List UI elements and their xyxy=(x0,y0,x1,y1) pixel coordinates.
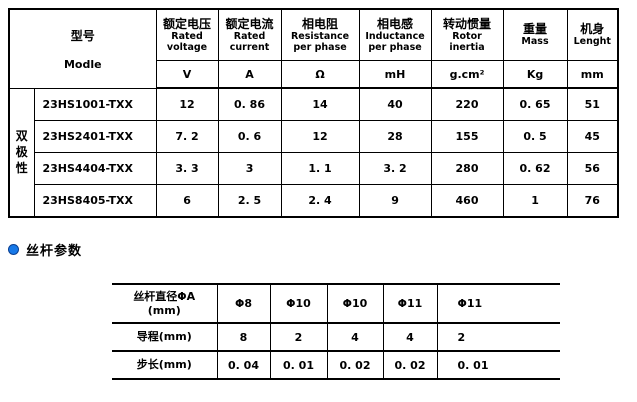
unit-inertia: g.cm² xyxy=(430,60,504,89)
table-row: 导程(mm) 8 2 4 4 2 xyxy=(112,322,560,352)
cell-value: 2. 4 xyxy=(280,184,360,218)
cell-value: 2 xyxy=(436,322,560,352)
cell-value: 9 xyxy=(358,184,432,218)
row-header-step-size: 步长(mm) xyxy=(112,350,218,380)
screw-section-title: 丝杆参数 xyxy=(8,240,82,259)
cell-value: 51 xyxy=(566,87,619,121)
unit-current: A xyxy=(217,60,282,89)
cell-value: 3 xyxy=(217,152,282,185)
cell-value: 6 xyxy=(155,184,219,218)
cell-value: 3. 2 xyxy=(358,152,432,185)
cell-value: 280 xyxy=(430,152,504,185)
cell-value: 1. 1 xyxy=(280,152,360,185)
cell-value: 3. 3 xyxy=(155,152,219,185)
cell-value: 0. 62 xyxy=(502,152,568,185)
table-row: 23HS4404-TXX 3. 3 3 1. 1 3. 2 280 0. 62 … xyxy=(9,152,619,185)
cell-value: 40 xyxy=(358,87,432,121)
unit-resistance: Ω xyxy=(280,60,360,89)
cell-value: 0. 5 xyxy=(502,120,568,153)
table-row: 23HS2401-TXX 7. 2 0. 6 12 28 155 0. 5 45 xyxy=(9,120,619,153)
bullet-icon xyxy=(8,244,19,255)
table-row: 23HS8405-TXX 6 2. 5 2. 4 9 460 1 76 xyxy=(9,184,619,218)
model-name: 23HS8405-TXX xyxy=(33,184,157,218)
col-header-length: 机身 Lenght xyxy=(566,8,619,61)
cell-value: Φ11 xyxy=(382,283,438,324)
cell-value: 56 xyxy=(566,152,619,185)
cell-value: Φ11 xyxy=(436,283,560,324)
model-name: 23HS2401-TXX xyxy=(33,120,157,153)
cell-value: 28 xyxy=(358,120,432,153)
cell-value: 220 xyxy=(430,87,504,121)
cell-value: 2. 5 xyxy=(217,184,282,218)
cell-value: 12 xyxy=(155,87,219,121)
cell-value: 0. 01 xyxy=(436,350,560,380)
cell-value: Φ10 xyxy=(326,283,384,324)
col-header-rated-current: 额定电流 Rated current xyxy=(217,8,282,61)
unit-mass: Kg xyxy=(502,60,568,89)
cell-value: Φ8 xyxy=(216,283,271,324)
unit-voltage: V xyxy=(155,60,219,89)
motor-spec-table: 型号 Modle 额定电压 Rated voltage 额定电流 Rated c… xyxy=(8,8,620,218)
cell-value: 0. 65 xyxy=(502,87,568,121)
cell-value: 0. 86 xyxy=(217,87,282,121)
col-header-inductance: 相电感 Inductance per phase xyxy=(358,8,432,61)
table-row: 丝杆直径ΦA (mm) Φ8 Φ10 Φ10 Φ11 Φ11 xyxy=(112,283,560,324)
col-header-rotor-inertia: 转动惯量 Rotor inertia xyxy=(430,8,504,61)
cell-value: 8 xyxy=(216,322,271,352)
unit-length: mm xyxy=(566,60,619,89)
model-header-en: Modle xyxy=(63,57,102,71)
col-header-mass: 重量 Mass xyxy=(502,8,568,61)
screw-parameter-table: 丝杆直径ΦA (mm) Φ8 Φ10 Φ10 Φ11 Φ11 导程(mm) 8 … xyxy=(112,283,560,380)
unit-inductance: mH xyxy=(358,60,432,89)
cell-value: 0. 6 xyxy=(217,120,282,153)
cell-value: 2 xyxy=(269,322,328,352)
cell-value: 7. 2 xyxy=(155,120,219,153)
cell-value: 460 xyxy=(430,184,504,218)
cell-value: 45 xyxy=(566,120,619,153)
cell-value: 0. 02 xyxy=(382,350,438,380)
cell-value: 76 xyxy=(566,184,619,218)
col-header-resistance: 相电阻 Resistance per phase xyxy=(280,8,360,61)
cell-value: 0. 02 xyxy=(326,350,384,380)
table-row: 双极性 23HS1001-TXX 12 0. 86 14 40 220 0. 6… xyxy=(8,87,619,218)
cell-value: 0. 01 xyxy=(269,350,328,380)
cell-value: 1 xyxy=(502,184,568,218)
row-header-screw-diameter: 丝杆直径ΦA (mm) xyxy=(112,283,218,324)
model-name: 23HS4404-TXX xyxy=(33,152,157,185)
model-name: 23HS1001-TXX xyxy=(33,87,157,121)
cell-value: 12 xyxy=(280,120,360,153)
model-header-zh: 型号 xyxy=(70,28,95,43)
model-column-header: 型号 Modle xyxy=(8,8,157,89)
cell-value: 4 xyxy=(326,322,384,352)
cell-value: 14 xyxy=(280,87,360,121)
cell-value: 4 xyxy=(382,322,438,352)
cell-value: 0. 04 xyxy=(216,350,271,380)
section-title-text: 丝杆参数 xyxy=(26,244,83,259)
row-group-bipolar: 双极性 xyxy=(8,87,35,218)
cell-value: Φ10 xyxy=(269,283,328,324)
row-header-lead: 导程(mm) xyxy=(112,322,218,352)
cell-value: 155 xyxy=(430,120,504,153)
table-row: 步长(mm) 0. 04 0. 01 0. 02 0. 02 0. 01 xyxy=(112,350,560,380)
col-header-rated-voltage: 额定电压 Rated voltage xyxy=(155,8,219,61)
